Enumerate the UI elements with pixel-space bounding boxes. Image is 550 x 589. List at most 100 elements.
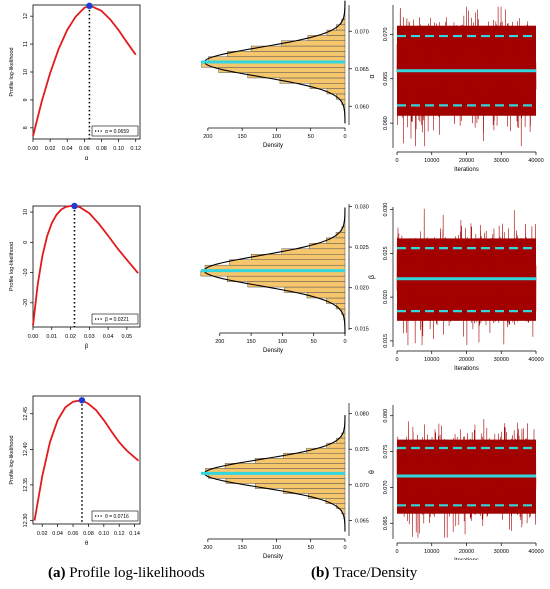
profile-curve: [32, 4, 137, 137]
y-tick-label: -10: [23, 269, 29, 277]
density-panel-4: 200 150 100 50 0 Density 0.015 0.020 0.025 0.030: [200, 204, 369, 354]
y-tick-label: 0.070: [383, 27, 389, 41]
plot-frame: [32, 4, 141, 140]
x-axis-label: Density: [263, 554, 283, 560]
legend-label: α = 0.0659: [105, 129, 129, 135]
x-tick-label: 0: [343, 134, 346, 140]
y-tick-label: 0.065: [355, 518, 369, 524]
y-tick-label: 0.020: [355, 286, 369, 292]
y-tick-label: 0.065: [355, 67, 369, 73]
y-tick-label: -20: [23, 299, 29, 307]
density-panel-1: 200 150 100 50 0 Density 0.060 0.065 0.070: [201, 0, 369, 149]
figure: 0.00 0.02 0.04 0.06 0.08 0.10 0.12 8 9 10 11 12 Prof…: [9, 0, 544, 560]
x-tick-label: 20000: [459, 357, 474, 363]
y-axis-label: Profile log-likelihood: [9, 242, 15, 291]
hist-bar: [227, 51, 346, 57]
x-tick-label: 0: [395, 357, 398, 363]
x-tick-label: 50: [311, 339, 317, 345]
y-tick-label: 10: [23, 69, 29, 75]
y-axis-label: θ: [369, 470, 376, 474]
hist-bar: [226, 275, 346, 282]
y-tick-label: 0.075: [355, 447, 369, 453]
x-tick-label: 0.04: [62, 146, 73, 152]
y-axis-label: α: [369, 74, 376, 78]
x-tick-label: 10000: [424, 549, 439, 555]
density-panel-7: 200 150 100 50 0 Density 0.065 0.070 0.075 0.080: [201, 403, 369, 560]
x-axis-label: Iterations: [454, 167, 479, 173]
trace-panel-5: 0.015 0.020 0.025 0.030 β 0 10000 20000 30000 400…: [369, 203, 544, 372]
x-axis-label: Iterations: [454, 558, 479, 560]
x-tick-label: 0.08: [96, 146, 107, 152]
y-tick-label: 0.020: [383, 290, 389, 304]
profile-curve: [32, 205, 139, 326]
legend-box: [91, 313, 139, 325]
legend-box: [91, 125, 139, 137]
legend-label: β = 0.0221: [105, 317, 129, 323]
x-tick-label: 40000: [528, 549, 543, 555]
y-tick-label: 10: [23, 209, 29, 215]
caption-b: (b) Trace/Density: [311, 565, 418, 581]
x-axis-label: β: [85, 344, 89, 350]
legend-label: θ = 0.0716: [105, 514, 129, 520]
profile-panel-6: 0.02 0.04 0.06 0.08 0.10 0.12 0.14 12.30 12.35 12…: [9, 395, 141, 547]
x-tick-label: 0.12: [130, 146, 141, 152]
y-tick-label: 0: [23, 241, 29, 244]
trace-panel-2: 0.060 0.065 0.070 α 0 10000 20000 30000 40000 Ite…: [369, 5, 544, 173]
x-tick-label: 0.04: [103, 334, 114, 340]
x-tick-label: 0.08: [83, 531, 94, 537]
x-tick-label: 0.02: [45, 146, 56, 152]
x-tick-label: 0: [395, 158, 398, 164]
hist-bar: [229, 259, 346, 266]
trace-line: [396, 208, 537, 346]
hist-bar: [254, 483, 346, 489]
y-tick-label: 12.30: [23, 514, 29, 528]
x-axis-label: Density: [263, 348, 283, 354]
y-tick-label: 0.070: [383, 481, 389, 495]
x-tick-label: 30000: [494, 549, 509, 555]
hist-bar: [224, 463, 346, 469]
x-tick-label: 100: [272, 545, 281, 551]
y-tick-label: 0.015: [355, 326, 369, 332]
hist-bar: [335, 232, 346, 239]
x-tick-label: 150: [246, 339, 255, 345]
x-tick-label: 200: [215, 339, 224, 345]
hist-bar: [254, 458, 346, 464]
y-tick-label: 0.070: [355, 483, 369, 489]
hist-bar: [306, 447, 346, 454]
x-tick-label: 0.01: [46, 334, 57, 340]
y-axis-label: Profile log-likelihood: [9, 435, 15, 484]
x-tick-label: 0.00: [28, 334, 39, 340]
x-tick-label: 200: [203, 134, 212, 140]
x-axis-label: α: [85, 156, 89, 162]
x-axis-label: Iterations: [454, 366, 479, 372]
x-tick-label: 150: [238, 134, 247, 140]
caption-a: (a) Profile log-likelihoods: [48, 565, 205, 581]
x-tick-label: 30000: [494, 158, 509, 164]
x-tick-label: 0.10: [98, 531, 109, 537]
y-axis-label: Profile log-likelihood: [9, 47, 15, 96]
y-tick-label: 0.070: [355, 29, 369, 35]
y-tick-label: 0.015: [383, 334, 389, 348]
y-tick-label: 0.065: [383, 516, 389, 530]
mle-point: [71, 202, 78, 210]
x-tick-label: 100: [278, 339, 287, 345]
trace-line: [396, 6, 537, 147]
profile-panel-0: 0.00 0.02 0.04 0.06 0.08 0.10 0.12 8 9 10 11 12 Prof…: [9, 2, 141, 162]
x-tick-label: 0.10: [113, 146, 124, 152]
y-tick-label: 12.35: [23, 478, 29, 492]
x-tick-label: 40000: [528, 357, 543, 363]
x-tick-label: 0.02: [65, 334, 76, 340]
y-tick-label: 0.060: [355, 104, 369, 110]
trace-panel-8: 0.065 0.070 0.075 0.080 θ 0 10000 20000 30000 400…: [369, 405, 544, 560]
x-tick-label: 150: [238, 545, 247, 551]
x-axis-label: θ: [85, 541, 89, 547]
y-tick-label: 12: [23, 13, 29, 19]
y-tick-label: 0.080: [355, 412, 369, 418]
y-tick-label: 0.025: [355, 245, 369, 251]
y-tick-label: 12.40: [23, 442, 29, 456]
y-tick-label: 0.060: [383, 116, 389, 130]
profile-panel-3: 0.00 0.01 0.02 0.03 0.04 0.05 -20 -10 0 10 Profile…: [9, 202, 141, 350]
y-tick-label: 0.080: [383, 409, 389, 423]
x-tick-label: 200: [203, 545, 212, 551]
hist-bar: [325, 498, 346, 504]
